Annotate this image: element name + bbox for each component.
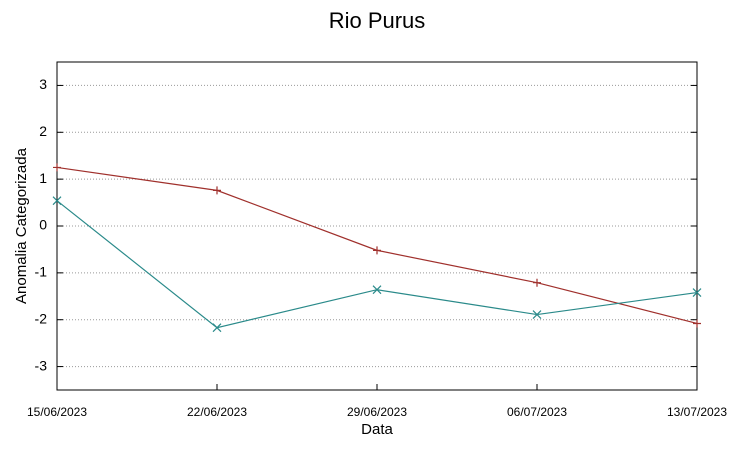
point-marker bbox=[532, 310, 542, 319]
y-tick-label: -2 bbox=[35, 310, 48, 326]
y-tick-label: -1 bbox=[35, 264, 48, 280]
y-tick-label: -3 bbox=[35, 357, 48, 373]
y-tick-label: 3 bbox=[39, 76, 47, 92]
chart-title: Rio Purus bbox=[329, 8, 426, 33]
point-marker bbox=[692, 288, 702, 297]
x-tick-label: 06/07/2023 bbox=[507, 405, 567, 419]
point-marker bbox=[693, 319, 701, 328]
plot-frame bbox=[56, 61, 698, 391]
point-marker bbox=[52, 196, 62, 206]
y-axis-label: Anomalia Categorizada bbox=[13, 147, 30, 304]
point-marker bbox=[373, 246, 381, 255]
point-marker bbox=[53, 163, 61, 172]
series-line bbox=[56, 166, 698, 325]
x-tick-label: 22/06/2023 bbox=[187, 405, 247, 419]
point-marker bbox=[213, 186, 221, 195]
series-line bbox=[56, 200, 698, 329]
x-tick-label: 13/07/2023 bbox=[667, 405, 727, 419]
point-marker bbox=[212, 323, 222, 333]
x-tick-label: 15/06/2023 bbox=[27, 405, 87, 419]
y-tick-label: 0 bbox=[39, 217, 47, 233]
x-tick-label: 29/06/2023 bbox=[347, 405, 407, 419]
point-marker bbox=[533, 278, 541, 287]
y-tick-label: 1 bbox=[39, 170, 47, 186]
point-marker bbox=[372, 285, 382, 295]
y-tick-label: 2 bbox=[39, 123, 47, 139]
x-axis-label: Data bbox=[361, 421, 393, 438]
